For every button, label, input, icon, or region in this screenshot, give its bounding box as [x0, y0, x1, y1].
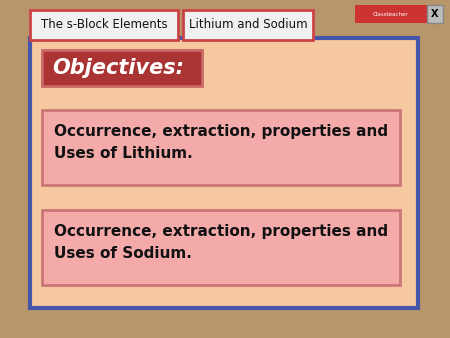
Bar	[30, 10, 178, 40]
Text: Lithium and Sodium: Lithium and Sodium	[189, 19, 307, 31]
Text: The s-Block Elements: The s-Block Elements	[40, 19, 167, 31]
Text: Classteacher: Classteacher	[373, 11, 409, 17]
Text: X: X	[431, 9, 439, 19]
Text: Objectives:: Objectives:	[52, 58, 184, 78]
Bar	[42, 50, 202, 86]
Bar	[42, 210, 400, 285]
Text: Occurrence, extraction, properties and
Uses of Lithium.: Occurrence, extraction, properties and U…	[54, 124, 388, 161]
Text: Occurrence, extraction, properties and
Uses of Sodium.: Occurrence, extraction, properties and U…	[54, 224, 388, 261]
Bar	[355, 5, 427, 23]
Bar	[427, 5, 443, 23]
Bar	[30, 38, 418, 308]
Bar	[183, 10, 313, 40]
Bar	[42, 110, 400, 185]
